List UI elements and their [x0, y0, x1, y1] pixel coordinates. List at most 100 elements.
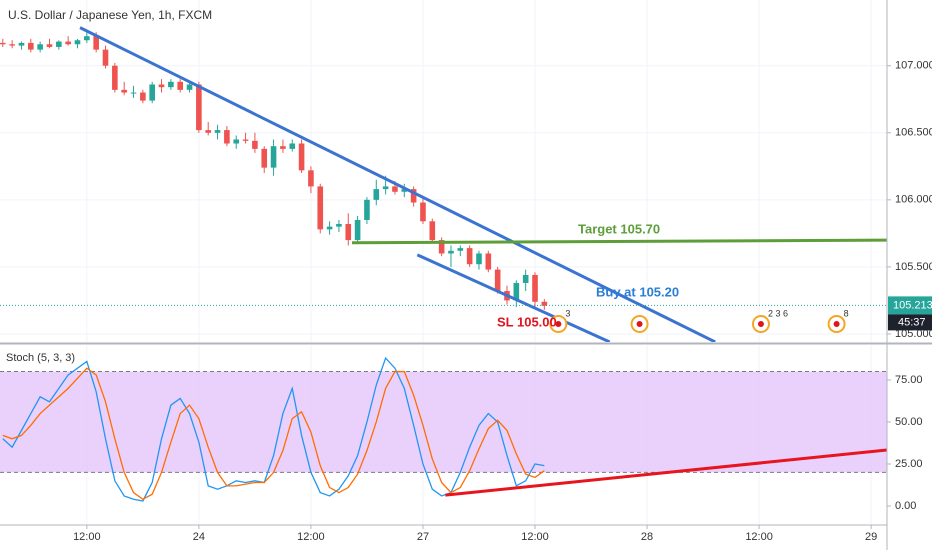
x-tick-label: 24 [193, 531, 205, 543]
y-tick-label: 0.00 [895, 500, 916, 512]
candle-body [354, 219, 361, 241]
candle-body [112, 65, 118, 90]
stoch-band [0, 371, 887, 473]
y-tick-label: 105.000 [895, 328, 932, 340]
candle-body [0, 42, 6, 45]
candle-body [140, 92, 146, 101]
candle-body [28, 42, 34, 50]
event-label: 8 [844, 308, 849, 318]
event-label: 3 [565, 308, 570, 318]
event-dot [833, 321, 840, 327]
candle-body [149, 84, 155, 101]
candle-body [196, 84, 202, 131]
candle-body [420, 202, 426, 222]
stoch-line [2, 356, 545, 502]
candle-body [448, 250, 454, 254]
candle-body [373, 189, 380, 200]
trend-line [416, 253, 611, 342]
candle-body [457, 248, 464, 251]
trend-line [445, 448, 887, 497]
candle-body [121, 89, 127, 93]
stoch-title: Stoch (5, 3, 3) [6, 352, 75, 364]
candle-body [280, 146, 286, 149]
x-tick-label: 28 [641, 531, 653, 543]
candle-body [74, 40, 81, 45]
trend-line [351, 238, 887, 245]
annotation: Target 105.70 [578, 221, 660, 236]
candle-body [168, 81, 174, 88]
candle-body [476, 253, 482, 265]
candle-body [130, 92, 137, 94]
candle-body [186, 84, 193, 90]
candle-body [242, 139, 249, 141]
event-dot [636, 321, 643, 327]
candle-body [65, 41, 71, 45]
candle-body [102, 49, 109, 66]
candle-body [364, 199, 370, 220]
y-tick-label: 75.00 [895, 374, 923, 386]
candle-body [438, 240, 445, 254]
event-label: 2 3 6 [768, 308, 788, 318]
stoch-pane [0, 345, 887, 525]
y-tick-label: 106.500 [895, 127, 932, 139]
candle-body [205, 130, 212, 133]
candle-body [308, 170, 314, 187]
candle-body [9, 44, 15, 46]
countdown: 45:37 [898, 316, 926, 328]
annotation: SL 105.00 [497, 314, 557, 329]
y-tick-label: 106.000 [895, 194, 932, 206]
candle-body [177, 81, 184, 90]
x-tick-label: 12:00 [73, 531, 101, 543]
candle-body [326, 226, 333, 230]
candle-body [158, 84, 165, 88]
trend-line [79, 26, 716, 342]
candle-body [93, 36, 99, 50]
x-tick-label: 29 [865, 531, 877, 543]
x-tick-label: 12:00 [521, 531, 549, 543]
event-dot [757, 321, 764, 327]
candle-body [289, 143, 296, 149]
candle-body [270, 146, 277, 168]
price-pane: 3 2 3 6 8 [0, 0, 887, 342]
last-price-label: 105.213 [893, 299, 932, 311]
candle-body [532, 274, 538, 302]
candle-body [214, 130, 221, 133]
candle-body [522, 274, 529, 283]
candle-body [485, 253, 492, 270]
chart-title: U.S. Dollar / Japanese Yen, 1h, FXCM [8, 8, 212, 22]
candle-body [317, 186, 324, 230]
candle-body [382, 186, 389, 190]
candle-body [513, 282, 520, 301]
candle-body [336, 223, 342, 227]
candle-body [345, 223, 352, 241]
candle-body [233, 139, 240, 144]
candle-body [298, 143, 305, 171]
annotation: Buy at 105.20 [596, 284, 679, 299]
event-dot [555, 321, 562, 327]
candle-body [224, 130, 230, 144]
candle-body [37, 44, 43, 50]
candle-body [410, 189, 417, 203]
y-tick-label: 105.500 [895, 261, 932, 273]
candle-body [84, 36, 90, 41]
candle-body [18, 42, 25, 46]
countdown-box [888, 314, 932, 331]
x-tick-label: 12:00 [297, 531, 325, 543]
x-tick-label: 12:00 [745, 531, 773, 543]
price-axis: 107.000 106.500 106.000 105.500 105.000 [887, 60, 932, 340]
stoch-line [2, 367, 545, 501]
candle-body [56, 41, 62, 47]
y-tick-label: 50.00 [895, 416, 923, 428]
candle-body [494, 269, 501, 292]
x-tick-label: 27 [417, 531, 429, 543]
candle-body [261, 148, 268, 168]
last-price-box [888, 296, 932, 315]
candle-body [252, 140, 258, 149]
candle-body [392, 186, 398, 192]
candle-body [401, 189, 408, 192]
y-tick-label: 25.00 [895, 458, 923, 470]
candle-body [46, 44, 53, 47]
candle-body [541, 301, 548, 306]
y-tick-label: 107.000 [895, 60, 932, 72]
